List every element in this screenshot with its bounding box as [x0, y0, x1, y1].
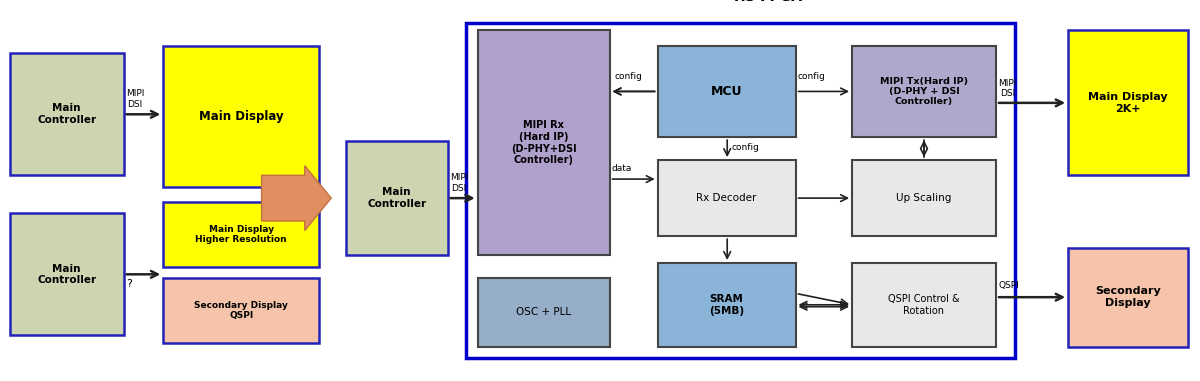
FancyBboxPatch shape — [852, 46, 996, 137]
FancyBboxPatch shape — [163, 278, 319, 343]
Text: OSC + PLL: OSC + PLL — [516, 307, 571, 317]
Text: config: config — [798, 72, 826, 81]
Text: config: config — [732, 143, 760, 152]
Text: QSPI Control &
Rotation: QSPI Control & Rotation — [888, 294, 960, 315]
FancyBboxPatch shape — [10, 53, 124, 175]
FancyBboxPatch shape — [10, 213, 124, 335]
Text: MIPI
DSI: MIPI DSI — [450, 173, 468, 192]
FancyBboxPatch shape — [1068, 248, 1188, 347]
Text: H3 FPGA: H3 FPGA — [734, 0, 802, 4]
Text: Secondary Display
QSPI: Secondary Display QSPI — [194, 301, 288, 320]
Text: Main Display
2K+: Main Display 2K+ — [1088, 92, 1168, 114]
Text: Main Display: Main Display — [199, 110, 283, 123]
Text: MCU: MCU — [710, 85, 743, 98]
Text: MIPI
DSI: MIPI DSI — [126, 90, 144, 109]
FancyBboxPatch shape — [478, 30, 610, 255]
Text: Main Display
Higher Resolution: Main Display Higher Resolution — [196, 225, 287, 244]
Text: MIPI Tx(Hard IP)
(D-PHY + DSI
Controller): MIPI Tx(Hard IP) (D-PHY + DSI Controller… — [880, 77, 968, 106]
Text: QSPI: QSPI — [998, 281, 1019, 290]
Text: MIPI
DSI: MIPI DSI — [998, 79, 1016, 98]
FancyBboxPatch shape — [346, 141, 448, 255]
Text: Main
Controller: Main Controller — [367, 187, 426, 209]
FancyBboxPatch shape — [658, 160, 796, 236]
FancyBboxPatch shape — [852, 263, 996, 347]
FancyArrow shape — [262, 166, 331, 231]
FancyBboxPatch shape — [852, 160, 996, 236]
FancyBboxPatch shape — [1068, 30, 1188, 175]
Text: config: config — [614, 72, 642, 81]
Text: SRAM
(5MB): SRAM (5MB) — [709, 294, 744, 315]
FancyBboxPatch shape — [163, 202, 319, 267]
Text: data: data — [612, 164, 632, 173]
Text: Secondary
Display: Secondary Display — [1096, 287, 1160, 308]
Text: ?: ? — [126, 279, 132, 289]
Text: Rx Decoder: Rx Decoder — [696, 193, 757, 203]
Text: Main
Controller: Main Controller — [37, 264, 96, 285]
Text: Up Scaling: Up Scaling — [896, 193, 952, 203]
FancyBboxPatch shape — [478, 278, 610, 347]
Text: Main
Controller: Main Controller — [37, 104, 96, 125]
FancyBboxPatch shape — [658, 263, 796, 347]
Text: MIPI Rx
(Hard IP)
(D-PHY+DSI
Controller): MIPI Rx (Hard IP) (D-PHY+DSI Controller) — [511, 120, 576, 165]
FancyBboxPatch shape — [163, 46, 319, 187]
FancyBboxPatch shape — [658, 46, 796, 137]
